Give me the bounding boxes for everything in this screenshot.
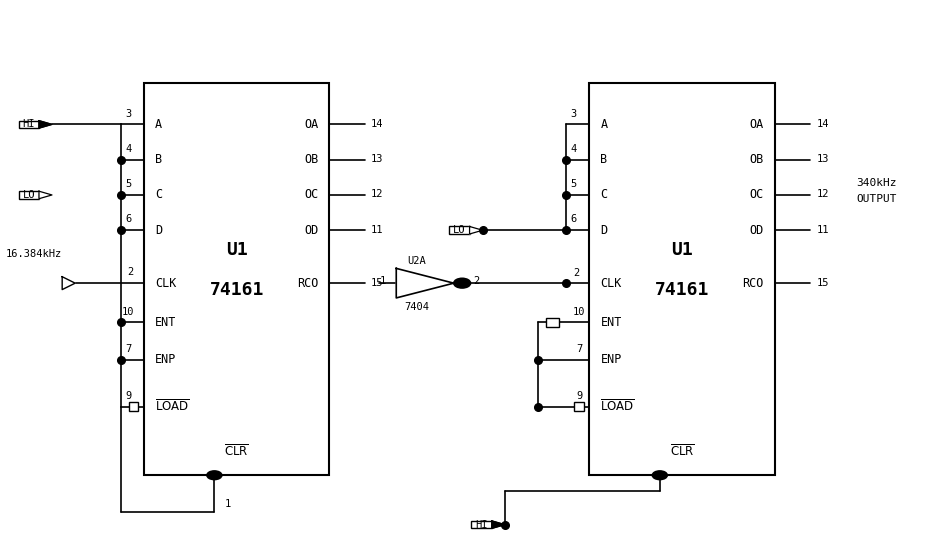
Bar	[574, 402, 583, 411]
Text: 14: 14	[371, 119, 383, 129]
Text: OD: OD	[304, 224, 318, 237]
Bar	[129, 402, 138, 411]
Text: U2A: U2A	[407, 256, 425, 266]
Text: OA: OA	[749, 118, 763, 131]
Circle shape	[652, 471, 667, 480]
Text: U1: U1	[225, 241, 248, 259]
Text: 2: 2	[473, 276, 478, 286]
Text: 9: 9	[576, 391, 581, 401]
Text: OA: OA	[304, 118, 318, 131]
Text: 10: 10	[572, 307, 585, 317]
Text: RCO: RCO	[297, 277, 318, 289]
Text: 3: 3	[570, 108, 576, 119]
Polygon shape	[491, 521, 504, 528]
Polygon shape	[39, 121, 52, 128]
Bar	[449, 227, 469, 234]
Text: 5: 5	[125, 179, 131, 189]
Text: 12: 12	[371, 190, 383, 199]
Text: C: C	[600, 188, 607, 201]
Text: LO: LO	[452, 225, 465, 235]
Text: 6: 6	[125, 214, 131, 224]
Text: 1: 1	[380, 276, 386, 286]
Text: 15: 15	[816, 278, 828, 288]
Text: 14: 14	[816, 119, 828, 129]
Polygon shape	[39, 191, 52, 199]
Text: 2: 2	[573, 268, 578, 279]
Text: $\overline{\rm CLR}$: $\overline{\rm CLR}$	[224, 444, 248, 459]
Text: B: B	[600, 153, 607, 166]
Text: 15: 15	[371, 278, 383, 288]
Text: A: A	[155, 118, 162, 131]
Text: CLK: CLK	[600, 277, 621, 289]
Bar	[471, 521, 491, 528]
Text: 4: 4	[570, 144, 576, 154]
Text: OB: OB	[749, 153, 763, 166]
Text: 10: 10	[121, 307, 134, 317]
Polygon shape	[469, 227, 482, 234]
Text: 6: 6	[570, 214, 576, 224]
Text: 13: 13	[816, 154, 828, 164]
Polygon shape	[62, 277, 75, 289]
Text: 3: 3	[125, 108, 131, 119]
Text: 7404: 7404	[403, 302, 428, 312]
Text: 4: 4	[125, 144, 131, 154]
Text: 13: 13	[371, 154, 383, 164]
Text: 11: 11	[816, 224, 828, 235]
Bar	[589, 83, 774, 475]
Text: C: C	[155, 188, 162, 201]
Text: 340kHz: 340kHz	[856, 178, 896, 188]
Text: D: D	[155, 224, 162, 237]
Text: 74161: 74161	[654, 281, 708, 299]
Text: B: B	[155, 153, 162, 166]
Text: RCO: RCO	[742, 277, 763, 289]
Text: 2: 2	[128, 267, 133, 278]
Text: 74161: 74161	[210, 281, 263, 299]
Text: ENT: ENT	[600, 316, 621, 329]
Bar	[19, 191, 39, 199]
Bar	[144, 83, 329, 475]
Circle shape	[453, 278, 470, 288]
Text: OC: OC	[749, 188, 763, 201]
Text: OC: OC	[304, 188, 318, 201]
Text: OUTPUT: OUTPUT	[856, 194, 896, 204]
Text: 9: 9	[125, 391, 131, 401]
Text: ENP: ENP	[600, 353, 621, 366]
Text: OB: OB	[304, 153, 318, 166]
Text: CLK: CLK	[155, 277, 176, 289]
Text: 7: 7	[576, 344, 581, 354]
Text: U1: U1	[670, 241, 692, 259]
Text: 1: 1	[225, 499, 231, 509]
Bar	[545, 317, 558, 327]
Text: 7: 7	[125, 344, 131, 354]
Text: 5: 5	[570, 179, 576, 189]
Circle shape	[207, 471, 222, 480]
Text: 12: 12	[816, 190, 828, 199]
Text: $\overline{\rm CLR}$: $\overline{\rm CLR}$	[669, 444, 693, 459]
Text: A: A	[600, 118, 607, 131]
Text: LO: LO	[22, 190, 35, 200]
Text: OD: OD	[749, 224, 763, 237]
Bar	[19, 121, 39, 128]
Text: D: D	[600, 224, 607, 237]
Text: ENT: ENT	[155, 316, 176, 329]
Text: $\overline{\rm LOAD}$: $\overline{\rm LOAD}$	[155, 399, 190, 415]
Text: HI: HI	[475, 520, 488, 529]
Text: HI: HI	[22, 119, 35, 129]
Text: 16.384kHz: 16.384kHz	[6, 249, 62, 259]
Text: 11: 11	[371, 224, 383, 235]
Text: ENP: ENP	[155, 353, 176, 366]
Text: $\overline{\rm LOAD}$: $\overline{\rm LOAD}$	[600, 399, 635, 415]
Polygon shape	[396, 268, 453, 298]
